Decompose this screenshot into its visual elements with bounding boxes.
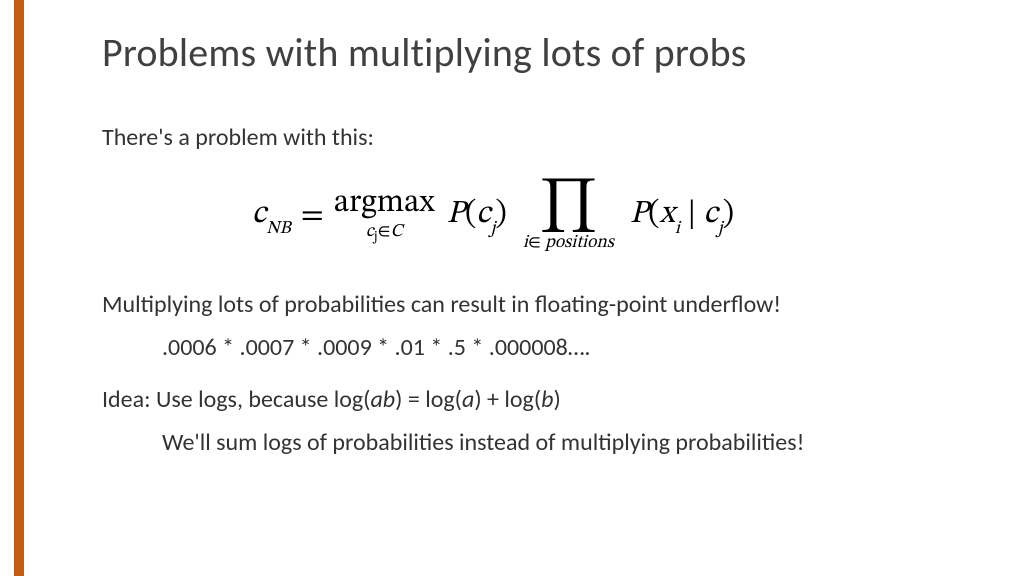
intro-text: There's a problem with this:: [102, 121, 984, 156]
argmax-operator: argmax cj∈C: [334, 187, 435, 245]
p-of-cj: P(cj): [447, 194, 507, 237]
p-of-xi-given-cj: P(xi | cj): [630, 194, 734, 237]
formula-container: cNB = argmax cj∈C P(cj) ∏ i∈ positions P…: [102, 180, 984, 252]
equals-sign: =: [301, 196, 324, 236]
accent-bar: [14, 0, 24, 576]
slide-title: Problems with multiplying lots of probs: [102, 28, 984, 77]
product-operator: ∏ i∈ positions: [523, 180, 614, 252]
lhs-c: cNB: [252, 194, 291, 237]
conclusion-text: We'll sum logs of probabilities instead …: [102, 426, 984, 461]
idea-text: Idea: Use logs, because log(ab) = log(a)…: [102, 383, 984, 418]
slide-body: Problems with multiplying lots of probs …: [24, 0, 1024, 576]
example-text: .0006 * .0007 * .0009 * .01 * .5 * .0000…: [102, 331, 984, 366]
underflow-text: Multiplying lots of probabilities can re…: [102, 288, 984, 323]
naive-bayes-formula: cNB = argmax cj∈C P(cj) ∏ i∈ positions P…: [252, 180, 734, 252]
